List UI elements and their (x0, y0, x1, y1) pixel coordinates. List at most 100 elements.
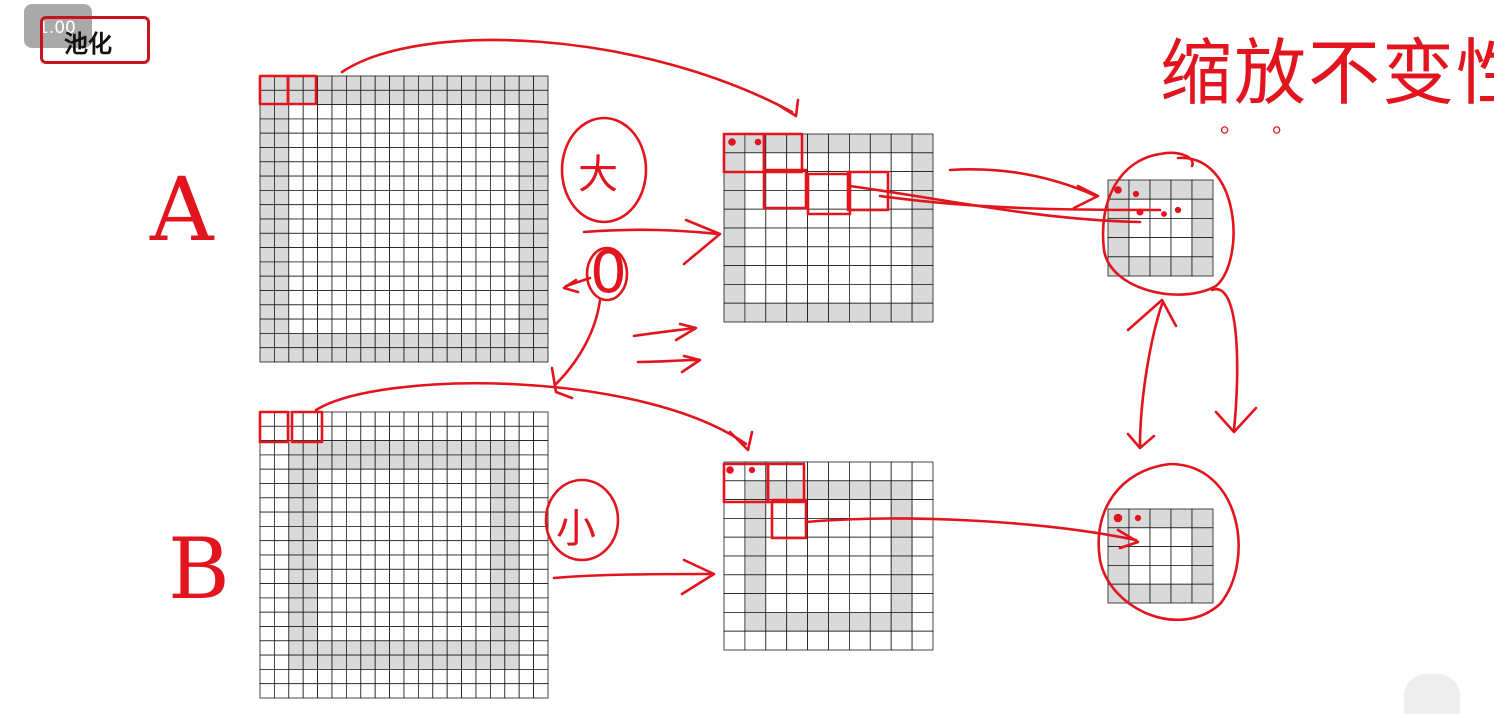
grid-cell (828, 152, 850, 173)
grid-cell (786, 536, 809, 557)
grid-cell (288, 483, 304, 499)
grid-cell (417, 218, 434, 234)
grid-cell (389, 318, 405, 334)
grid-cell (288, 247, 304, 263)
grid-cell (446, 683, 463, 699)
grid-cell (1149, 546, 1172, 566)
grid-cell (461, 540, 477, 556)
grid-cell (317, 626, 333, 642)
grid-cell (374, 132, 391, 148)
grid-cell (432, 468, 448, 484)
grid-cell (273, 611, 290, 627)
arrowhead (1214, 406, 1258, 434)
grid-cell (849, 246, 871, 267)
grid-cell (403, 583, 419, 599)
grid-cell (890, 208, 913, 229)
grid-cell (374, 425, 391, 441)
grid-cell (273, 683, 290, 699)
grid-cell (504, 597, 520, 613)
grid-cell (317, 261, 333, 277)
grid-cell (389, 247, 405, 263)
grid-cell (890, 265, 913, 285)
grid-cell (403, 247, 419, 263)
grid-cell (911, 555, 934, 576)
grid-cell (317, 497, 333, 513)
grid-cell (417, 275, 434, 291)
grid-cell (533, 147, 549, 163)
grid-cell (432, 497, 448, 513)
grid-cell (302, 568, 319, 584)
grid-cell (869, 480, 892, 500)
grid-cell (345, 568, 362, 584)
grid-cell (432, 669, 448, 685)
grid-cell (765, 208, 788, 229)
app-corner-icon[interactable] (1404, 674, 1460, 714)
grid-cell (461, 189, 477, 206)
grid-cell (461, 425, 477, 441)
grid-cell (288, 540, 304, 556)
grid-cell (504, 454, 520, 470)
grid-cell (331, 218, 347, 234)
grid-cell (475, 261, 491, 277)
grid-cell (475, 468, 491, 484)
grid-cell (273, 118, 290, 134)
grid-cell (489, 247, 506, 263)
playback-speed-badge[interactable] (24, 4, 92, 48)
grid-cell (786, 302, 809, 323)
grid-cell (475, 583, 491, 599)
grid-cell (849, 518, 871, 538)
grid-cell (345, 161, 362, 177)
grid-cell (446, 654, 463, 670)
grid-cell (345, 275, 362, 291)
grid-cell (417, 640, 434, 656)
grid-cell (786, 171, 809, 191)
grid-cell (345, 626, 362, 642)
grid-cell (890, 555, 913, 576)
grid-cell (461, 175, 477, 191)
grid-cell (723, 518, 746, 538)
grid-cell (869, 208, 892, 229)
grid-cell (489, 597, 506, 613)
grid-cell (302, 161, 319, 177)
grid-cell (403, 104, 419, 120)
grid-cell (403, 147, 419, 163)
grid-cell (360, 568, 376, 584)
grid-cell (259, 583, 275, 599)
grid-cell (317, 175, 333, 191)
grid-cell (360, 89, 376, 106)
grid-cell (807, 302, 829, 323)
grid-cell (518, 218, 535, 234)
grid-cell (360, 611, 376, 627)
grid-cell (302, 290, 319, 306)
grid-cell (828, 499, 850, 519)
grid-cell (461, 597, 477, 613)
window-box (762, 168, 808, 210)
grid-cell (489, 454, 506, 470)
grid-cell (911, 265, 934, 285)
grid-cell (1149, 583, 1172, 604)
grid-cell (360, 247, 376, 263)
grid-cell (890, 499, 913, 519)
grid-cell (786, 208, 809, 229)
grid-cell (259, 683, 275, 699)
grid-cell (869, 499, 892, 519)
grid-cell (765, 574, 788, 594)
grid-cell (1107, 237, 1130, 258)
grid-cell (723, 574, 746, 594)
grid-cell (446, 511, 463, 527)
grid-cell (302, 232, 319, 249)
grid-cell (723, 555, 746, 576)
grid-cell (504, 440, 520, 456)
grid-cell (273, 540, 290, 556)
grid-cell (461, 304, 477, 320)
label-scale-invariance: 缩放不变性 (1160, 31, 1494, 115)
window-box (762, 132, 804, 174)
grid-cell (475, 540, 491, 556)
grid-cell (461, 347, 477, 363)
grid-cell (403, 540, 419, 556)
grid-cell (828, 630, 850, 651)
grid-cell (317, 583, 333, 599)
grid-cell (360, 175, 376, 191)
grid-cell (345, 411, 362, 427)
